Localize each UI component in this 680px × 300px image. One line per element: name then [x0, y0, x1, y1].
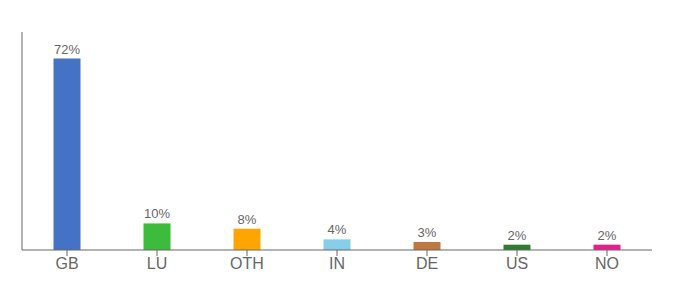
svg-text:US: US [506, 255, 528, 272]
svg-text:IN: IN [329, 255, 345, 272]
svg-text:72%: 72% [54, 42, 80, 57]
svg-text:OTH: OTH [230, 255, 264, 272]
svg-text:3%: 3% [418, 225, 437, 240]
svg-text:NO: NO [595, 255, 619, 272]
svg-text:2%: 2% [508, 228, 527, 243]
svg-text:LU: LU [147, 255, 167, 272]
svg-text:2%: 2% [598, 228, 617, 243]
svg-text:GB: GB [55, 255, 78, 272]
svg-text:4%: 4% [328, 222, 347, 237]
svg-text:8%: 8% [238, 212, 257, 227]
svg-text:DE: DE [416, 255, 438, 272]
svg-text:10%: 10% [144, 206, 170, 221]
